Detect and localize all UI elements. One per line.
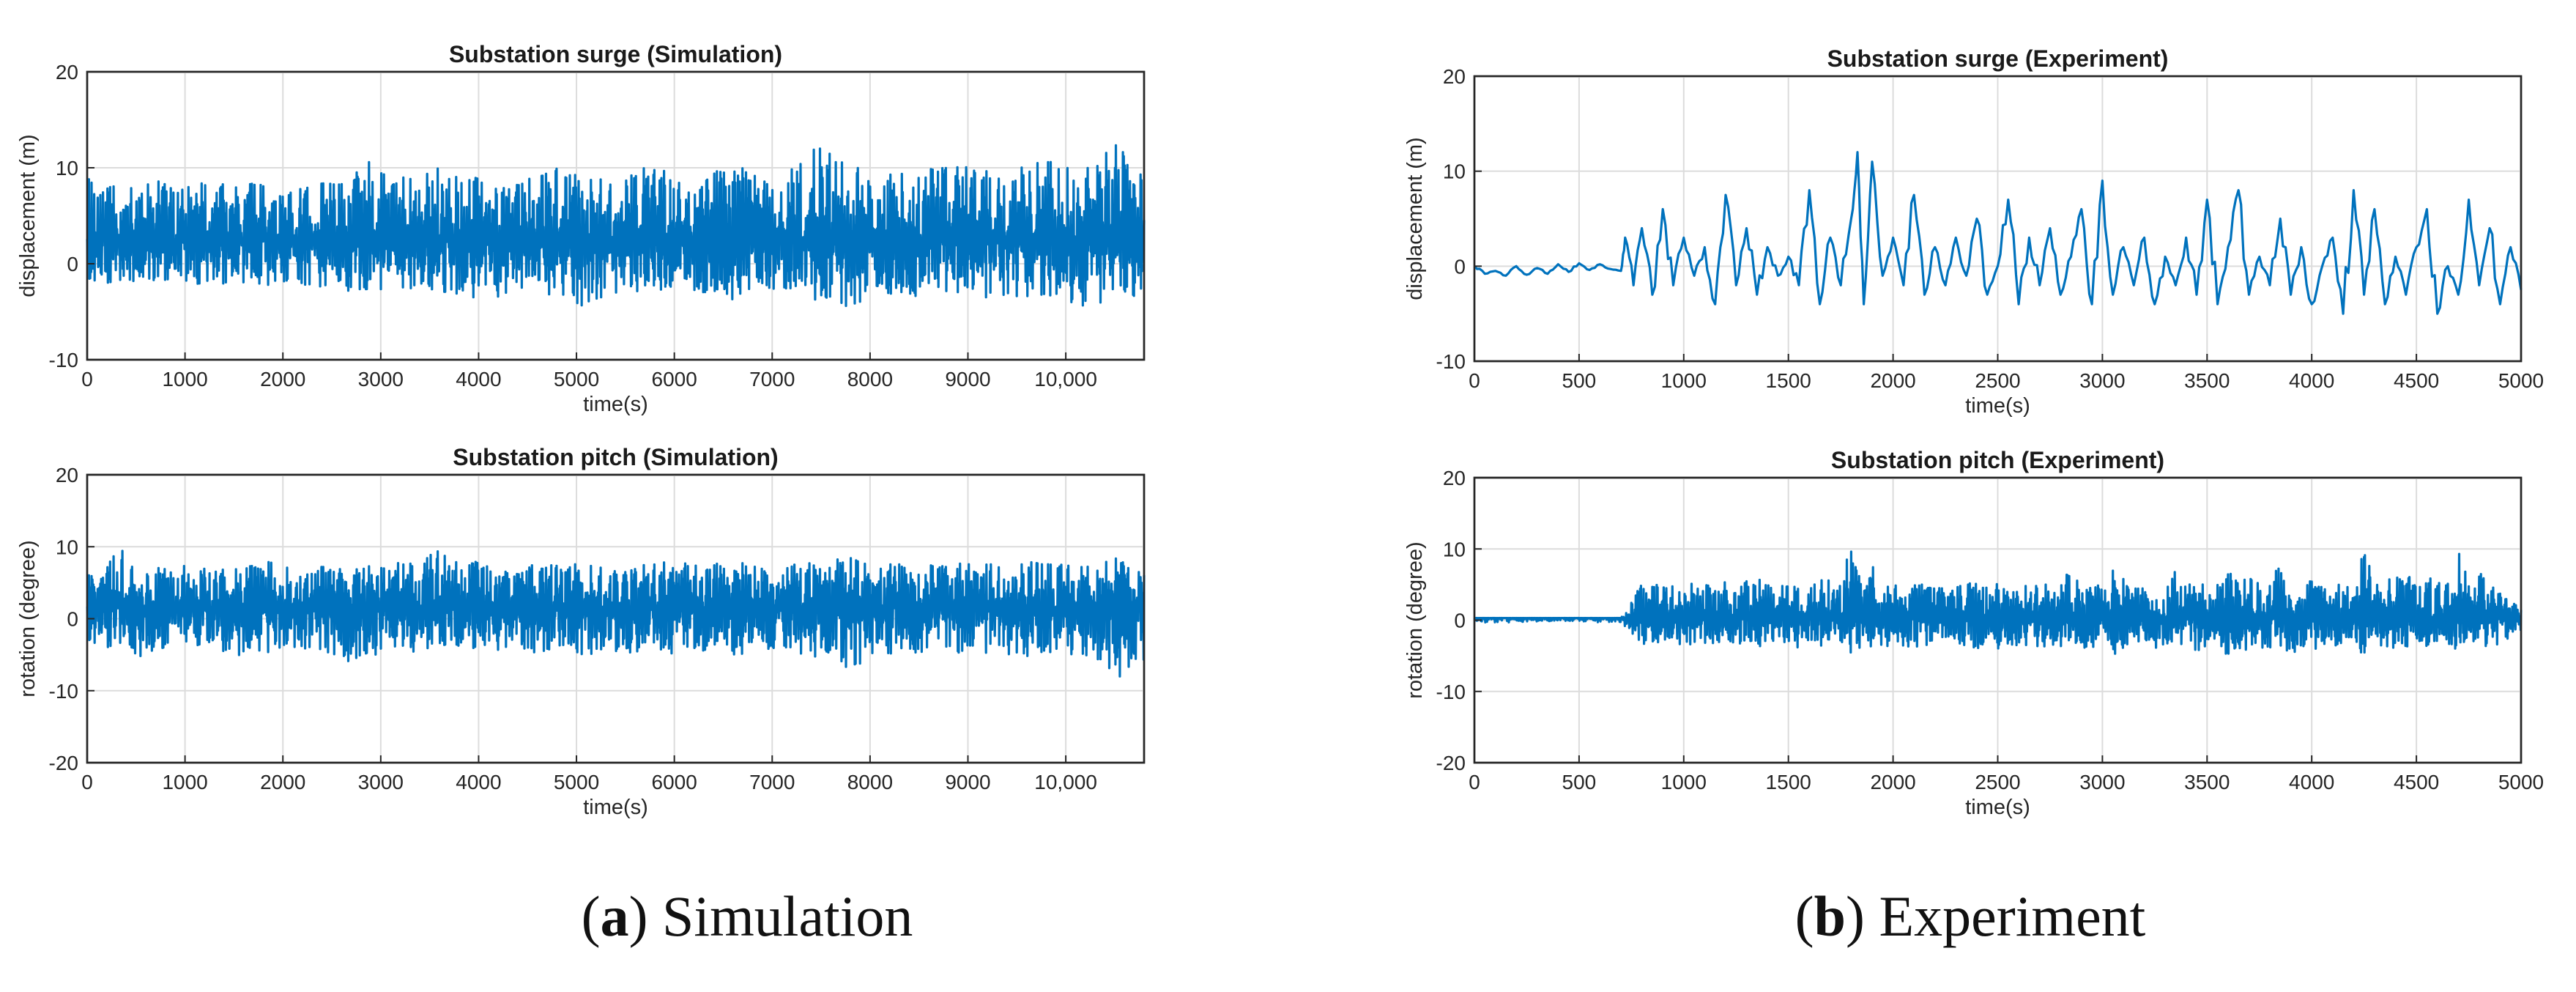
chart-title: Substation pitch (Simulation) [453,444,778,470]
y-axis-label: displacement (m) [16,134,40,297]
x-tick-label: 1000 [162,368,207,390]
y-tick-label: 0 [1454,255,1466,278]
x-tick-label: 4000 [2289,369,2334,392]
y-tick-label: 10 [56,157,78,179]
x-tick-label: 1500 [1766,369,1811,392]
y-tick-label: -10 [49,349,78,371]
y-axis-label: rotation (degree) [1403,541,1427,698]
x-tick-label: 5000 [554,368,599,390]
x-tick-label: 2500 [1975,771,2020,793]
y-tick-label: 20 [56,61,78,84]
x-tick-label: 8000 [847,771,893,793]
caption-b-letter: b [1814,884,1846,948]
x-tick-label: 6000 [652,771,697,793]
x-tick-label: 3500 [2184,369,2230,392]
y-tick-label: 20 [56,464,78,486]
y-tick-label: 0 [67,253,78,275]
x-tick-label: 4000 [2289,771,2334,793]
x-tick-label: 6000 [652,368,697,390]
y-tick-label: 10 [1443,538,1466,560]
x-tick-label: 2000 [260,368,305,390]
series-line [1473,151,2523,315]
y-tick-label: 10 [1443,160,1466,183]
x-tick-label: 1500 [1766,771,1811,793]
series-line [86,144,1146,308]
x-axis-label: time(s) [583,796,648,819]
caption-a-text: Simulation [662,884,913,948]
panel-exp-pitch: 0 500 1000 1500 2000 2500 3000 3500 4000 4500 5000… [1403,447,2544,819]
x-tick-label: 7000 [749,771,795,793]
y-tick-label: -20 [49,752,78,774]
y-tick-label: 0 [67,608,78,631]
y-tick-label: -10 [49,680,78,703]
chart-title: Substation surge (Experiment) [1827,45,2169,72]
x-tick-label: 0 [81,368,93,390]
x-axis-label: time(s) [1965,394,2030,418]
x-tick-label: 7000 [749,368,795,390]
chart-title: Substation surge (Simulation) [449,41,782,67]
x-tick-label: 9000 [945,771,990,793]
x-tick-label: 8000 [847,368,893,390]
panel-sim-pitch: 0 1000 2000 3000 4000 5000 6000 7000 8000 9000 10,… [16,444,1146,819]
x-tick-label: 5000 [2498,369,2544,392]
axes-frame [86,70,1146,361]
x-tick-label: 2000 [1870,369,1915,392]
x-tick-label: 2500 [1975,369,2020,392]
y-axis-label: displacement (m) [1403,137,1427,300]
x-axis-label: time(s) [583,393,648,416]
x-tick-label: 3000 [2079,369,2125,392]
x-tick-label: 1000 [1661,771,1707,793]
caption-b-text: Experiment [1879,884,2145,948]
y-tick-label: -10 [1436,681,1466,703]
x-axis-label: time(s) [1965,796,2030,819]
y-tick-label: 10 [56,536,78,558]
y-axis-label: rotation (degree) [16,540,40,697]
x-tick-label: 500 [1562,369,1597,392]
caption-a-letter: a [601,884,629,948]
x-tick-label: 1000 [162,771,207,793]
x-tick-label: 10,000 [1034,771,1097,793]
series-line [1473,550,2523,655]
x-tick-label: 3000 [358,771,404,793]
x-tick-label: 3500 [2184,771,2230,793]
panel-sim-surge: 0 1000 2000 3000 4000 5000 6000 7000 8000 9000 10,… [16,41,1146,416]
series-line [86,549,1146,678]
x-tick-label: 2000 [260,771,305,793]
x-tick-label: 3000 [358,368,404,390]
x-tick-label: 5000 [2498,771,2544,793]
x-tick-label: 4500 [2394,369,2439,392]
x-tick-label: 4000 [456,771,501,793]
y-tick-label: -10 [1436,350,1466,373]
x-tick-label: 500 [1562,771,1597,793]
caption-a: (a) Simulation [582,884,913,948]
chart-title: Substation pitch (Experiment) [1831,447,2164,473]
x-tick-label: 0 [1469,369,1480,392]
x-tick-label: 5000 [554,771,599,793]
x-tick-label: 9000 [945,368,990,390]
y-tick-label: 0 [1454,610,1466,632]
x-tick-label: 0 [1469,771,1480,793]
y-tick-label: 20 [1443,467,1466,489]
caption-b: (b) Experiment [1795,884,2146,948]
y-tick-label: -20 [1436,752,1466,774]
panel-exp-surge: 0 500 1000 1500 2000 2500 3000 3500 4000 4500 5000… [1403,45,2544,418]
x-tick-label: 1000 [1661,369,1707,392]
y-tick-label: 20 [1443,65,1466,88]
x-tick-label: 3000 [2079,771,2125,793]
x-tick-label: 10,000 [1034,368,1097,390]
x-tick-label: 4000 [456,368,501,390]
x-tick-label: 0 [81,771,93,793]
x-tick-label: 2000 [1870,771,1915,793]
x-tick-label: 4500 [2394,771,2439,793]
